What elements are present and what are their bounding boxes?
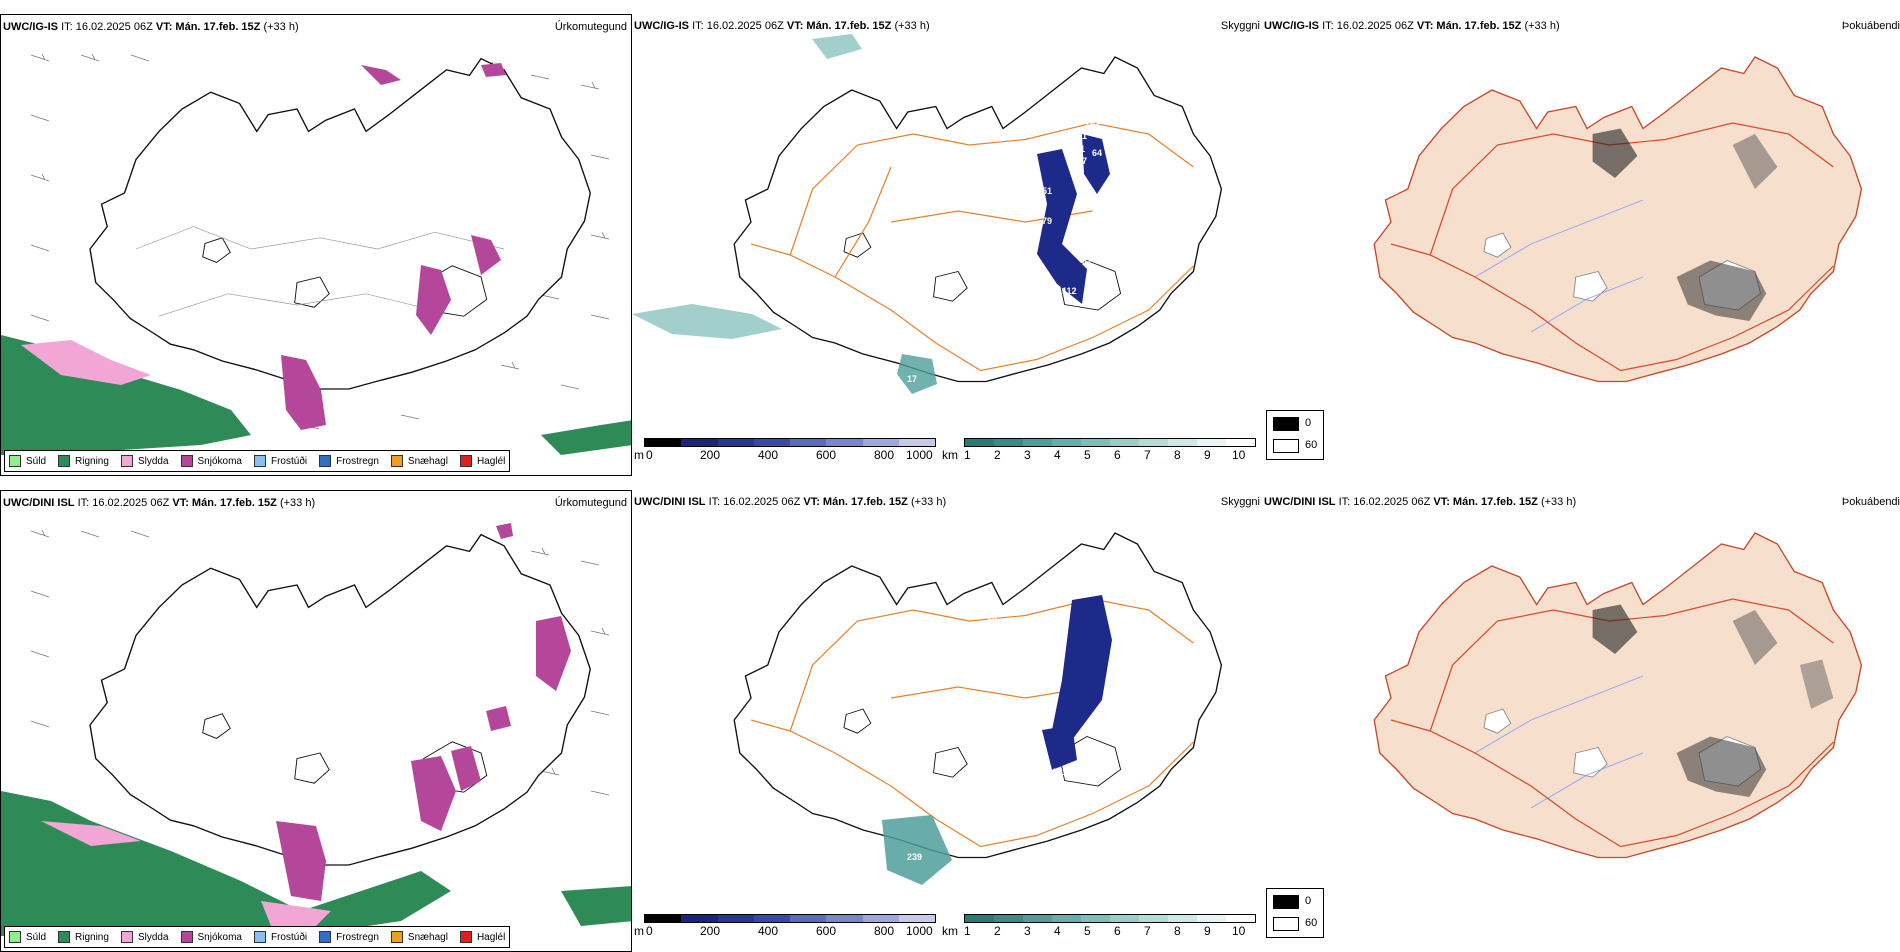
visibility-colorbar: km 1 2 3 4 5 6 7 8 9 10: [942, 914, 1258, 944]
svg-text:16: 16: [1046, 657, 1056, 667]
svg-text:191: 191: [1052, 767, 1067, 777]
panel-title: UWC/IG-IS IT: 16.02.2025 06Z VT: Mán. 17…: [634, 20, 930, 32]
panel-corner-label: Skyggni: [1220, 496, 1260, 508]
snow-area: [281, 355, 326, 430]
legend-item: Snæhagl: [390, 455, 448, 467]
snow-area: [361, 65, 401, 85]
panel-corner-label: Úrkomutegund: [554, 497, 627, 509]
legend-item: Rigning: [58, 931, 109, 943]
svg-text:114: 114: [1092, 744, 1107, 754]
precip-legend: Súld Rigning Slydda Snjókoma Frostúði Fr…: [4, 450, 511, 472]
panel-title: UWC/IG-IS IT: 16.02.2025 06Z VT: Mán. 17…: [3, 21, 299, 33]
roads: [750, 122, 1194, 372]
fog-canvas: [1373, 532, 1863, 859]
svg-text:77: 77: [1102, 136, 1112, 146]
svg-text:17: 17: [907, 374, 917, 384]
legend-item: Snæhagl: [390, 931, 448, 943]
legend-item: Súld: [9, 931, 46, 943]
svg-text:24: 24: [1069, 88, 1079, 98]
svg-text:95: 95: [1052, 306, 1062, 316]
legend-item: Slydda: [120, 931, 169, 943]
snow-area: [416, 265, 451, 335]
svg-text:227: 227: [1072, 156, 1087, 166]
svg-text:51: 51: [1042, 186, 1052, 196]
svg-text:221: 221: [1070, 144, 1085, 154]
panel-title: UWC/IG-IS IT: 16.02.2025 06Z VT: Mán. 17…: [1264, 20, 1560, 32]
precip-type-map-bottom: UWC/DINI ISL IT: 16.02.2025 06Z VT: Mán.…: [0, 490, 632, 952]
svg-text:112: 112: [1062, 286, 1077, 296]
svg-text:135: 135: [1057, 326, 1072, 336]
legend-item: Frostregn: [319, 931, 379, 943]
panel-corner-label: Skyggni: [1220, 20, 1260, 32]
visibility-colorbar: km 1 2 3 4 5 6 7 8 9 10: [942, 438, 1258, 468]
svg-text:154: 154: [1085, 121, 1100, 131]
panel-corner-label: Þokuábendi: [1841, 496, 1900, 508]
visibility-canvas: 13 16 17 68 107 114 191 274 239: [733, 532, 1223, 885]
cloud-base-labels: 13 16 17 68 107 114 191 274 239: [907, 612, 1162, 862]
snow-area: [471, 235, 501, 275]
svg-text:82: 82: [1082, 256, 1092, 266]
rain-area: [541, 420, 631, 455]
legend-item: Frostúði: [253, 931, 307, 943]
svg-text:14: 14: [992, 166, 1002, 176]
svg-text:107: 107: [1097, 728, 1112, 738]
sleet-area: [21, 340, 151, 385]
panel-corner-label: Þokuábendi: [1841, 20, 1900, 32]
panel-title: UWC/DINI ISL IT: 16.02.2025 06Z VT: Mán.…: [634, 496, 947, 508]
snow-area: [481, 63, 506, 77]
svg-text:239: 239: [907, 852, 922, 862]
precip-type-canvas: [1, 53, 631, 455]
fog-index-map-top: UWC/IG-IS IT: 16.02.2025 06Z VT: Mán. 17…: [1262, 14, 1900, 474]
svg-text:121: 121: [1072, 131, 1087, 141]
precip-type-canvas: [1, 523, 631, 936]
legend-item: Snjókoma: [180, 455, 242, 467]
legend-item: Haglél: [459, 931, 505, 943]
svg-text:17: 17: [1152, 642, 1162, 652]
fog-key: 0 60: [1266, 410, 1324, 460]
roads: [750, 598, 1194, 848]
panel-title: UWC/DINI ISL IT: 16.02.2025 06Z VT: Mán.…: [1264, 496, 1577, 508]
fog-index-map-bottom: UWC/DINI ISL IT: 16.02.2025 06Z VT: Mán.…: [1262, 490, 1900, 950]
svg-text:274: 274: [1060, 784, 1075, 794]
svg-text:39: 39: [1092, 236, 1102, 246]
fog-key: 0 60: [1266, 888, 1324, 938]
legend-item: Súld: [9, 455, 46, 467]
ceiling-colorbar: m 0 200 400 600 800 1000: [634, 914, 936, 944]
panel-corner-label: Úrkomutegund: [554, 21, 627, 33]
svg-text:68: 68: [1114, 712, 1124, 722]
legend-item: Frostregn: [319, 455, 379, 467]
legend-item: Haglél: [459, 455, 505, 467]
legend-item: Frostúði: [253, 455, 307, 467]
cloud-base-labels: 24 121 154 77 221 227 64 51 79 39 82 112…: [907, 88, 1112, 384]
ceiling-colorbar: m 0 200 400 600 800 1000: [634, 438, 936, 468]
fog-canvas: [1373, 56, 1863, 383]
precip-type-map-top: UWC/IG-IS IT: 16.02.2025 06Z VT: Mán. 17…: [0, 14, 632, 476]
visibility-map-bottom: 13 16 17 68 107 114 191 274 239 UWC/DINI…: [632, 490, 1262, 950]
legend-item: Snjókoma: [180, 931, 242, 943]
panel-title: UWC/DINI ISL IT: 16.02.2025 06Z VT: Mán.…: [3, 497, 316, 509]
precip-legend: Súld Rigning Slydda Snjókoma Frostúði Fr…: [4, 926, 511, 948]
visibility-canvas: 24 121 154 77 221 227 64 51 79 39 82 112…: [632, 34, 1223, 394]
svg-text:64: 64: [1092, 148, 1102, 158]
svg-text:79: 79: [1042, 216, 1052, 226]
visibility-map-top: 24 121 154 77 221 227 64 51 79 39 82 112…: [632, 14, 1262, 474]
svg-text:13: 13: [987, 612, 997, 622]
legend-item: Slydda: [120, 455, 169, 467]
legend-item: Rigning: [58, 455, 109, 467]
